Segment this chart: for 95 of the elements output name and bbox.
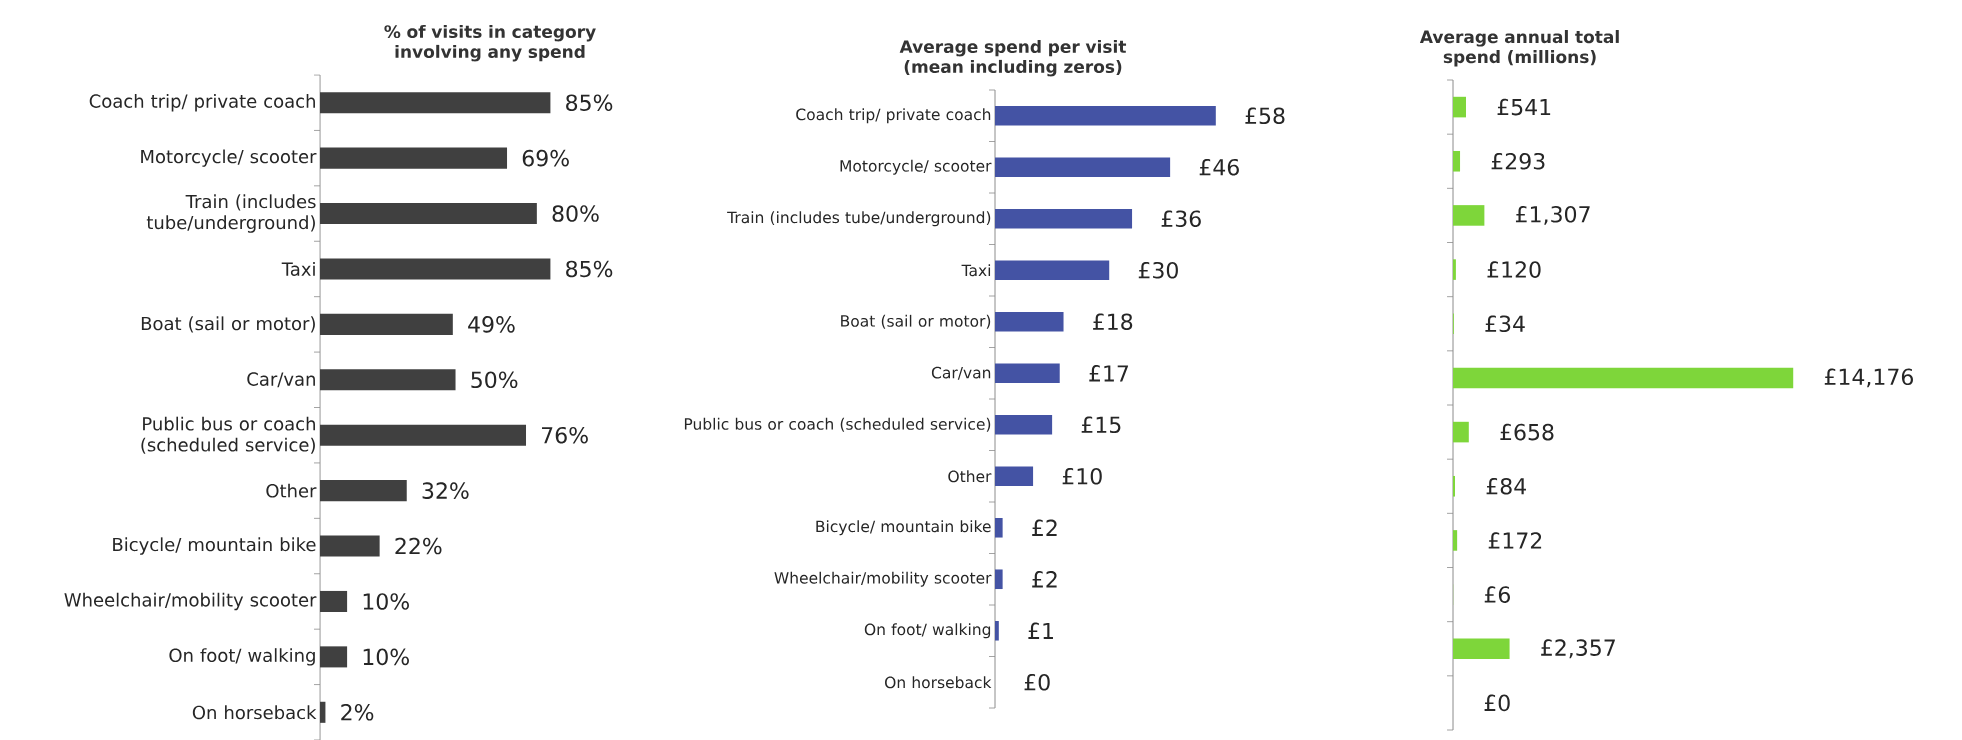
y-tick-label: Boat (sail or motor) — [841, 314, 991, 329]
data-label: £46 — [1199, 158, 1239, 176]
y-tick-label: Coach trip/ private coach — [89, 94, 315, 112]
bar — [1453, 475, 1456, 497]
data-label: 85% — [566, 94, 613, 112]
data-label: £293 — [1491, 152, 1545, 170]
y-tick-label: On horseback — [192, 705, 317, 720]
data-label: 2% — [341, 703, 374, 721]
y-tick-label: Wheelchair/mobility scooter — [64, 592, 317, 611]
data-label: £1 — [1028, 622, 1053, 639]
data-label: £120 — [1487, 261, 1541, 278]
bar — [320, 646, 348, 668]
y-tick-label: Other — [948, 470, 992, 483]
bar — [995, 363, 1060, 384]
y-tick-label: Car/van — [247, 372, 315, 388]
y-tick-label: Public bus or coach (scheduled service) — [141, 416, 315, 454]
bar — [320, 424, 527, 446]
y-tick-label: Taxi — [281, 262, 315, 276]
data-label: £30 — [1138, 261, 1178, 279]
chart-title: Average annual total spend (millions) — [1419, 30, 1619, 67]
y-tick-label: On foot/ walking — [864, 623, 991, 639]
data-label: £658 — [1500, 423, 1554, 441]
bar — [995, 157, 1171, 178]
bar — [320, 258, 551, 280]
chart-title: % of visits in category involving any spend — [384, 24, 596, 62]
y-tick-label: On horseback — [885, 676, 992, 689]
y-tick-label: Motorcycle/ scooter — [840, 159, 992, 175]
data-label: £1,307 — [1515, 205, 1590, 225]
y-tick-label: Coach trip/ private coach — [796, 108, 991, 124]
data-label: £84 — [1486, 477, 1526, 495]
data-label: £172 — [1488, 532, 1542, 549]
data-label: £2 — [1032, 519, 1057, 536]
data-label: 10% — [363, 648, 409, 666]
bar — [1453, 530, 1458, 551]
bar — [320, 147, 508, 169]
y-tick-label: Wheelchair/mobility scooter — [774, 571, 992, 587]
bar — [995, 260, 1110, 281]
data-label: £10 — [1062, 467, 1102, 485]
data-label: £34 — [1485, 315, 1525, 333]
bar — [995, 105, 1216, 126]
y-tick-label: Car/van — [931, 366, 991, 380]
bar — [995, 620, 999, 641]
bar — [995, 311, 1064, 332]
bar — [320, 369, 456, 391]
chart-title: Average spend per visit (mean including zeros) — [899, 39, 1127, 77]
bar — [1453, 259, 1456, 280]
data-label: 80% — [552, 205, 599, 222]
data-label: 50% — [471, 371, 518, 389]
data-label: 32% — [422, 482, 469, 499]
y-tick-label: Public bus or coach (scheduled service) — [684, 417, 991, 432]
data-label: 69% — [522, 149, 569, 167]
bar — [995, 414, 1053, 435]
data-label: £58 — [1245, 107, 1285, 125]
bar — [320, 313, 453, 335]
bar — [1453, 205, 1485, 226]
data-label: £6 — [1484, 586, 1510, 603]
bar — [995, 517, 1003, 538]
data-label: £17 — [1089, 365, 1129, 382]
bar — [320, 701, 326, 723]
data-label: £0 — [1024, 673, 1050, 691]
bar — [320, 480, 407, 502]
data-label: £2 — [1032, 571, 1057, 588]
bar — [1453, 96, 1466, 118]
bar — [320, 590, 348, 612]
y-tick-label: Bicycle/ mountain bike — [113, 537, 316, 555]
bar — [1453, 150, 1461, 172]
y-tick-label: Other — [266, 483, 317, 498]
bar — [1453, 421, 1469, 443]
y-tick-label: On foot/ walking — [169, 648, 315, 666]
y-tick-label: Train (includes tube/underground) — [727, 211, 991, 227]
bar — [995, 569, 1003, 590]
y-tick-label: Boat (sail or motor) — [141, 316, 315, 333]
data-label: £541 — [1497, 98, 1551, 116]
bar — [1453, 638, 1510, 660]
data-label: £18 — [1093, 313, 1133, 331]
data-label: 22% — [395, 537, 442, 555]
y-tick-label: Train (includes tube/underground) — [146, 194, 316, 233]
bar — [995, 208, 1133, 229]
y-tick-label: Motorcycle/ scooter — [141, 149, 317, 167]
data-label: 49% — [468, 316, 515, 333]
y-tick-label: Taxi — [961, 264, 991, 277]
data-label: £2,357 — [1541, 639, 1615, 659]
data-label: £0 — [1484, 694, 1510, 712]
bar — [1453, 367, 1794, 389]
data-label: 10% — [363, 593, 409, 610]
data-label: £14,176 — [1824, 368, 1913, 388]
bar — [320, 92, 551, 114]
bar — [320, 203, 537, 225]
bar — [320, 535, 380, 557]
data-label: £15 — [1081, 416, 1121, 434]
data-label: 85% — [566, 260, 613, 278]
bar — [995, 466, 1034, 487]
data-label: £36 — [1161, 210, 1201, 228]
data-label: 76% — [542, 426, 588, 444]
y-tick-label: Bicycle/ mountain bike — [816, 520, 991, 536]
